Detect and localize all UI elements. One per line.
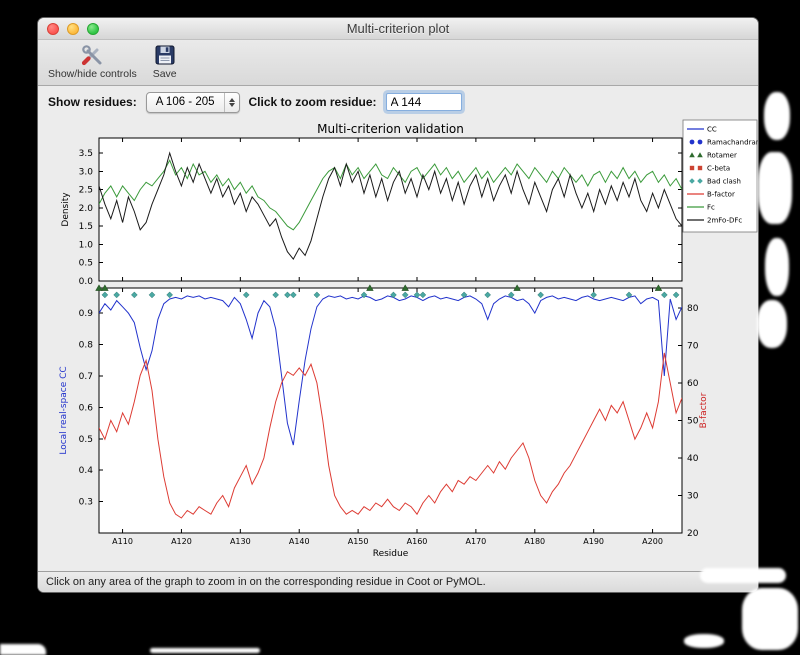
display-artifact — [742, 588, 798, 650]
controls-row: Show residues: A 106 - 205 Click to zoom… — [38, 86, 758, 118]
svg-text:0.8: 0.8 — [79, 341, 94, 351]
svg-text:2.5: 2.5 — [79, 186, 93, 196]
multi-criterion-plot-window: Multi-criterion plot Show/hide controls … — [38, 18, 758, 592]
svg-text:B-factor: B-factor — [699, 392, 709, 428]
residue-range-value: A 106 - 205 — [155, 96, 215, 108]
zoom-window-button[interactable] — [87, 23, 99, 35]
svg-text:A130: A130 — [230, 537, 251, 546]
svg-text:0.5: 0.5 — [79, 435, 93, 445]
svg-text:50: 50 — [687, 416, 699, 426]
svg-text:Residue: Residue — [373, 549, 409, 559]
svg-text:Rotamer: Rotamer — [707, 152, 737, 160]
arrow-up-icon — [228, 97, 235, 102]
arrow-down-icon — [228, 102, 235, 107]
display-artifact — [684, 634, 724, 648]
svg-text:0.4: 0.4 — [79, 466, 94, 476]
svg-text:70: 70 — [687, 341, 699, 351]
save-label: Save — [152, 68, 177, 80]
tools-icon — [82, 45, 102, 66]
svg-text:Multi-criterion validation: Multi-criterion validation — [317, 122, 464, 136]
svg-text:0.9: 0.9 — [79, 309, 94, 319]
traffic-lights — [47, 23, 99, 35]
svg-text:40: 40 — [687, 454, 699, 464]
svg-text:Bad clash: Bad clash — [707, 178, 741, 186]
svg-text:C-beta: C-beta — [707, 165, 730, 173]
svg-text:0.0: 0.0 — [79, 277, 94, 287]
svg-text:0.5: 0.5 — [79, 259, 93, 269]
svg-text:Density: Density — [61, 192, 71, 227]
svg-text:3.5: 3.5 — [79, 149, 93, 159]
svg-text:60: 60 — [687, 379, 699, 389]
svg-text:A150: A150 — [348, 537, 369, 546]
svg-text:0.6: 0.6 — [79, 403, 94, 413]
display-artifact — [150, 648, 260, 653]
svg-text:A170: A170 — [466, 537, 487, 546]
multi-criterion-chart[interactable]: Multi-criterion validation 0.0 0.5 1.0 1.5 2.… — [38, 118, 758, 570]
svg-text:A180: A180 — [524, 537, 545, 546]
display-artifact — [757, 300, 787, 348]
minimize-button[interactable] — [67, 23, 79, 35]
residue-range-select[interactable]: A 106 - 205 — [145, 91, 240, 113]
toolbar: Show/hide controls Save — [38, 40, 758, 86]
svg-text:A110: A110 — [112, 537, 133, 546]
svg-text:80: 80 — [687, 304, 699, 314]
zoom-residue-label: Click to zoom residue: — [248, 95, 377, 109]
window-titlebar[interactable]: Multi-criterion plot — [38, 18, 758, 40]
window-title: Multi-criterion plot — [346, 21, 450, 36]
svg-text:A160: A160 — [407, 537, 428, 546]
svg-text:0.7: 0.7 — [79, 372, 93, 382]
display-artifact — [764, 92, 790, 140]
zoom-residue-input[interactable] — [385, 93, 462, 111]
svg-text:B-factor: B-factor — [707, 191, 735, 199]
display-artifact — [765, 238, 789, 296]
svg-text:20: 20 — [687, 529, 699, 539]
svg-text:A120: A120 — [171, 537, 192, 546]
svg-text:A200: A200 — [642, 537, 663, 546]
svg-text:3.0: 3.0 — [79, 167, 94, 177]
svg-text:Ramachandran: Ramachandran — [707, 139, 758, 147]
svg-text:Local real-space CC: Local real-space CC — [59, 366, 69, 454]
svg-text:2.0: 2.0 — [79, 204, 94, 214]
svg-text:30: 30 — [687, 491, 699, 501]
svg-text:1.0: 1.0 — [79, 240, 94, 250]
svg-text:0.3: 0.3 — [79, 498, 93, 508]
display-artifact — [0, 644, 46, 655]
save-button[interactable]: Save — [147, 42, 183, 81]
save-icon — [155, 45, 175, 65]
status-bar: Click on any area of the graph to zoom i… — [38, 571, 758, 592]
show-residues-label: Show residues: — [48, 95, 137, 109]
svg-text:1.5: 1.5 — [79, 222, 93, 232]
select-stepper-icon — [223, 92, 239, 112]
show-hide-controls-button[interactable]: Show/hide controls — [42, 42, 143, 81]
display-artifact — [700, 568, 786, 583]
svg-text:CC: CC — [707, 126, 717, 134]
svg-text:A190: A190 — [583, 537, 604, 546]
close-button[interactable] — [47, 23, 59, 35]
svg-text:A140: A140 — [289, 537, 310, 546]
show-hide-controls-label: Show/hide controls — [48, 68, 137, 80]
svg-text:Fc: Fc — [707, 204, 715, 212]
plot-area: Multi-criterion validation 0.0 0.5 1.0 1.5 2.… — [38, 118, 758, 571]
status-text: Click on any area of the graph to zoom i… — [46, 576, 486, 588]
svg-text:2mFo-DFc: 2mFo-DFc — [707, 217, 742, 225]
display-artifact — [758, 152, 792, 224]
